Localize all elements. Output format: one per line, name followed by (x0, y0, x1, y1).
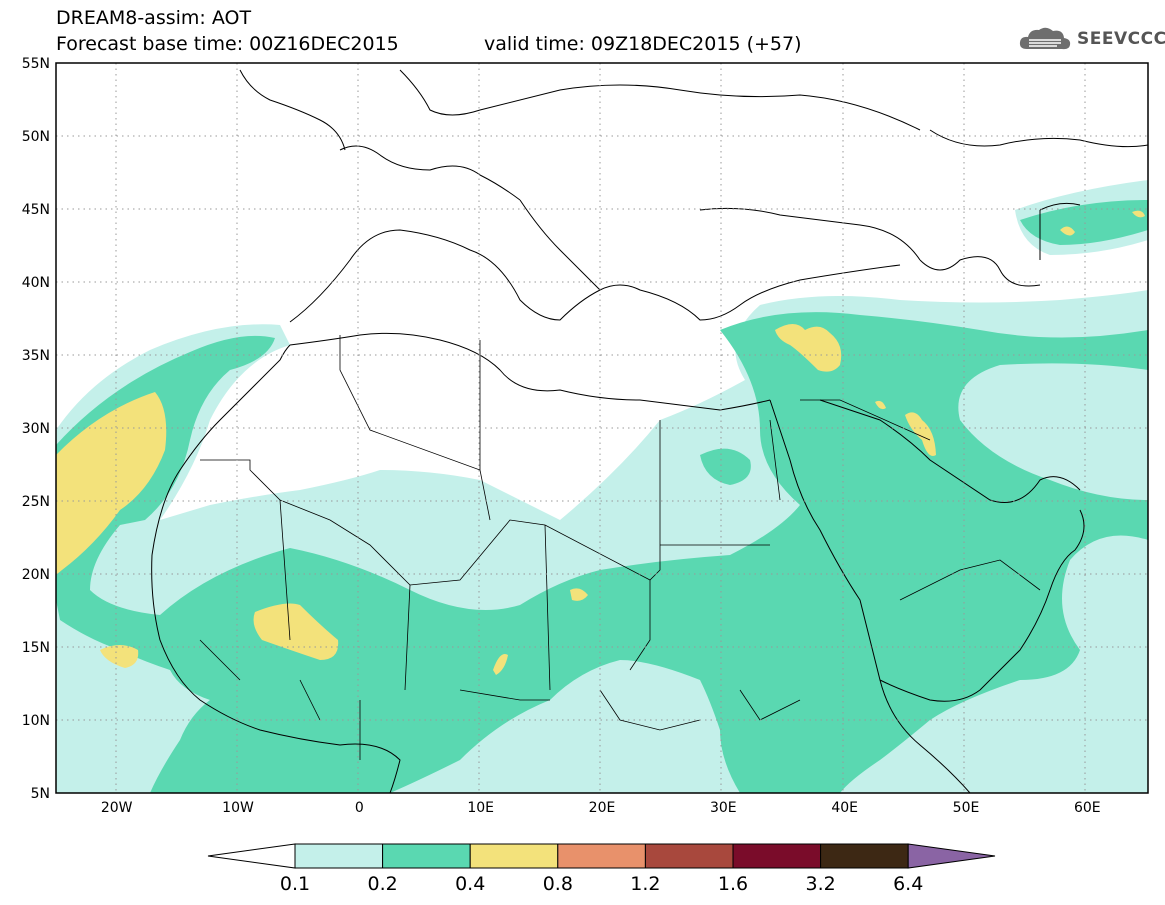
colorbar-label: 0.8 (543, 873, 573, 895)
map-title: DREAM8-assim: AOT (56, 7, 252, 29)
colorbar-label: 0.2 (367, 873, 397, 895)
coastlines (151, 69, 1148, 793)
lat-tick-label: 5N (31, 786, 50, 802)
lat-tick-label: 55N (22, 56, 50, 72)
lat-tick-label: 50N (22, 129, 50, 145)
aot-level-0.2 (56, 200, 1148, 793)
lon-tick-label: 10W (222, 800, 254, 816)
colorbar-segment (557, 843, 646, 869)
borders (199, 335, 1041, 760)
colorbar-label: 1.6 (718, 873, 748, 895)
colorbar-labels: 0.1 0.2 0.4 0.8 1.2 1.6 3.2 6.4 (280, 873, 923, 895)
colorbar-segment (469, 843, 559, 869)
seevccc-logo: SEEVCCC (1017, 24, 1165, 54)
lat-tick-label: 25N (22, 494, 50, 510)
colorbar-label: 0.4 (455, 873, 485, 895)
aot-field (56, 69, 1148, 793)
cloud-logo-icon (1019, 27, 1071, 50)
lat-tick-label: 15N (22, 640, 50, 656)
logo-text: SEEVCCC (1077, 29, 1165, 49)
colorbar-segment (644, 843, 734, 869)
colorbar-label: 3.2 (805, 873, 835, 895)
latitude-labels: 55N 50N 45N 40N 35N 30N 25N 20N 15N 10N 5N (22, 56, 50, 802)
lon-tick-label: 0 (355, 800, 364, 816)
grid (56, 63, 1148, 793)
lon-tick-label: 40E (831, 800, 858, 816)
colorbar-label: 1.2 (630, 873, 660, 895)
forecast-base-time: Forecast base time: 00Z16DEC2015 (56, 33, 399, 55)
colorbar-max-arrow (907, 843, 996, 869)
lat-tick-label: 30N (22, 421, 50, 437)
colorbar-segment (382, 843, 471, 869)
lat-tick-label: 10N (22, 713, 50, 729)
colorbar-min-arrow (207, 843, 296, 869)
colorbar-segment (732, 843, 822, 869)
lat-tick-label: 20N (22, 567, 50, 583)
colorbar-segments (207, 843, 996, 869)
lat-tick-label: 45N (22, 202, 50, 218)
colorbar-label: 6.4 (893, 873, 923, 895)
lat-tick-label: 35N (22, 348, 50, 364)
lon-tick-label: 20W (101, 800, 133, 816)
lon-tick-label: 50E (953, 800, 980, 816)
lon-tick-label: 10E (467, 800, 494, 816)
colorbar-segment (294, 843, 384, 869)
lon-tick-label: 60E (1074, 800, 1101, 816)
lon-tick-label: 20E (589, 800, 616, 816)
map-frame (55, 62, 1149, 794)
lat-tick-label: 40N (22, 275, 50, 291)
longitude-labels: 20W 10W 0 10E 20E 30E 40E 50E 60E (101, 800, 1101, 816)
lon-tick-label: 30E (710, 800, 737, 816)
valid-time: valid time: 09Z18DEC2015 (+57) (484, 33, 802, 55)
colorbar-segment (820, 843, 909, 869)
colorbar-label: 0.1 (280, 873, 310, 895)
aot-level-0.4 (56, 210, 1145, 675)
